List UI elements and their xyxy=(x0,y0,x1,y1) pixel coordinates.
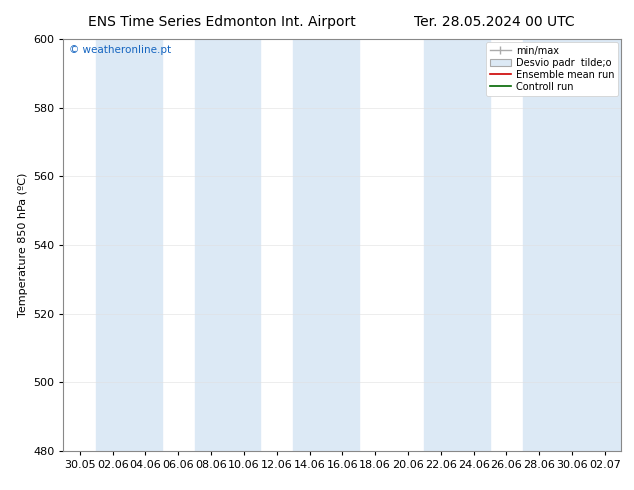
Text: ENS Time Series Edmonton Int. Airport: ENS Time Series Edmonton Int. Airport xyxy=(88,15,356,29)
Bar xyxy=(424,39,490,451)
Bar xyxy=(293,39,359,451)
Bar xyxy=(588,39,621,451)
Legend: min/max, Desvio padr  tilde;o, Ensemble mean run, Controll run: min/max, Desvio padr tilde;o, Ensemble m… xyxy=(486,42,618,96)
Text: Ter. 28.05.2024 00 UTC: Ter. 28.05.2024 00 UTC xyxy=(414,15,575,29)
Bar xyxy=(195,39,261,451)
Text: © weatheronline.pt: © weatheronline.pt xyxy=(69,46,171,55)
Bar xyxy=(523,39,588,451)
Y-axis label: Temperature 850 hPa (ºC): Temperature 850 hPa (ºC) xyxy=(18,173,27,317)
Bar xyxy=(96,39,162,451)
